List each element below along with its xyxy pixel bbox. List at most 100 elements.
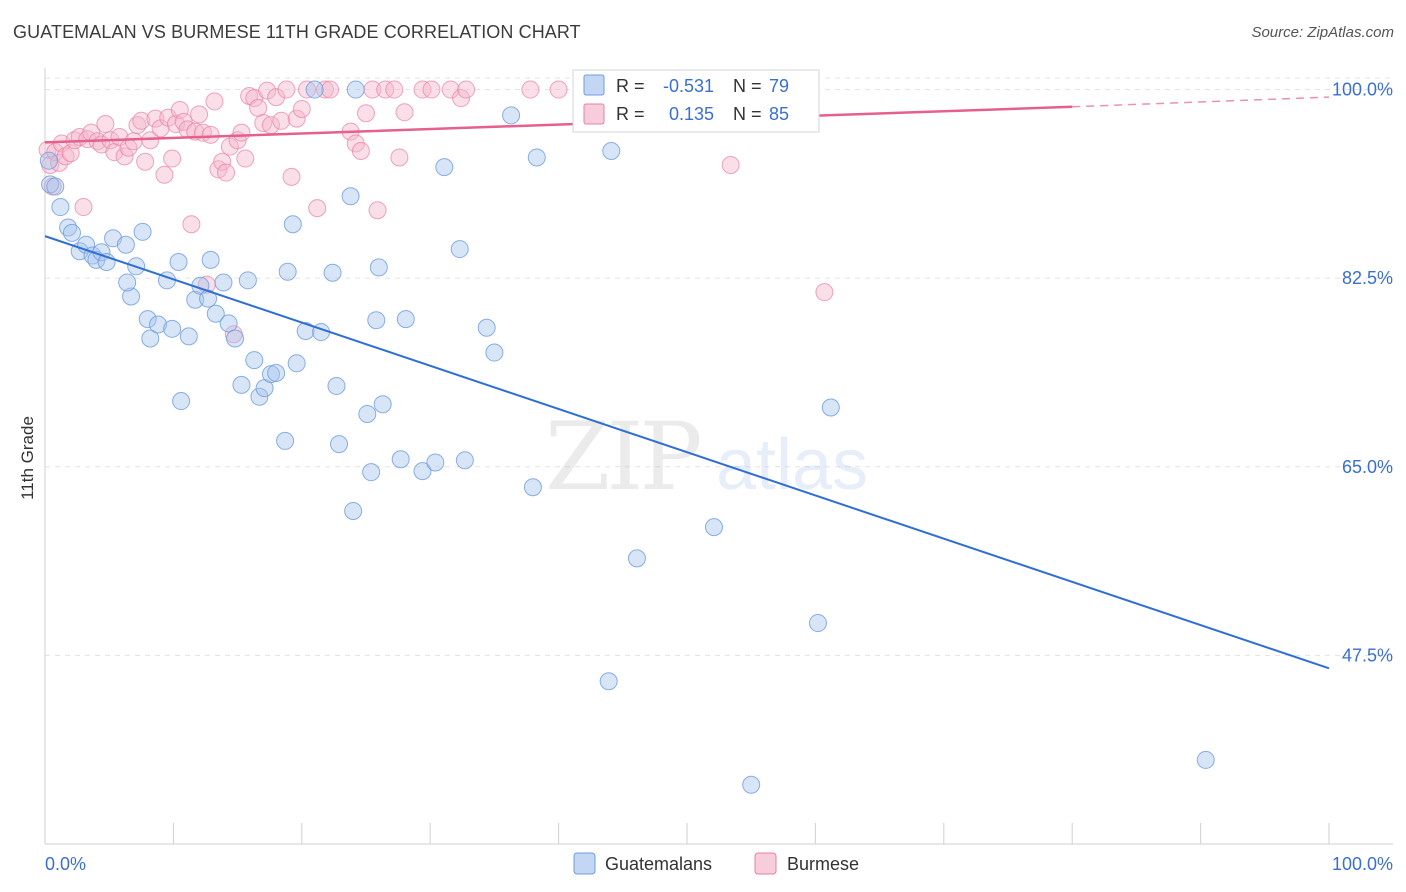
guatemalans-point [226, 329, 245, 348]
burmese-point [155, 165, 174, 184]
burmese-point [217, 163, 236, 182]
y-tick-label: 65.0% [1342, 457, 1393, 477]
guatemalans-trend-line [44, 235, 1330, 670]
burmese-point [308, 199, 327, 218]
guatemalans-point [367, 311, 386, 330]
burmese-point [297, 80, 316, 99]
burmese-point [357, 104, 375, 123]
burmese-r-label: R = [616, 104, 645, 124]
guatemalans-point [396, 310, 415, 329]
x-ticks [44, 823, 1330, 844]
guatemalans-point [283, 215, 302, 234]
burmese-r-value: 0.135 [669, 104, 714, 124]
burmese-point [815, 283, 834, 302]
burmese-point [457, 80, 476, 99]
watermark: ZIP atlas [545, 403, 868, 512]
guatemalans-point [267, 364, 286, 383]
burmese-point [282, 167, 301, 186]
burmese-trend-line [44, 105, 1073, 144]
guatemalans-point [232, 375, 251, 394]
guatemalans-point [413, 462, 432, 481]
burmese-point [170, 101, 189, 120]
guatemalans-point [138, 310, 157, 329]
guatemalans-point [373, 395, 392, 414]
burmese-point [96, 115, 115, 134]
guatemalans-point [206, 304, 225, 323]
guatemalans-point [133, 222, 152, 241]
guatemalans-point [276, 431, 295, 450]
guatemalans-point [426, 453, 445, 472]
burmese-point [368, 201, 387, 220]
burmese-point [205, 92, 224, 111]
burmese-point [452, 89, 471, 108]
series-legend: Guatemalans Burmese [573, 852, 859, 875]
burmese-point [292, 99, 311, 118]
guatemalans-point [742, 775, 761, 794]
burmese-point [115, 147, 134, 166]
y-axis-title: 11th Grade [18, 416, 37, 500]
burmese-point [213, 152, 232, 171]
legend-guatemalans-swatch [573, 852, 596, 875]
guatemalans-point [346, 80, 365, 99]
guatemalans-n-label: N = [733, 76, 762, 96]
guatemalans-point [527, 148, 546, 167]
legend-guatemalans-label: Guatemalans [605, 854, 712, 874]
guatemalans-point [323, 263, 342, 282]
guatemalans-point [296, 321, 315, 340]
axes [44, 68, 1393, 845]
trend-lines [44, 96, 1330, 670]
burmese-point [521, 80, 540, 99]
guatemalans-point [327, 376, 346, 395]
x-tick-label-max: 100.0% [1332, 854, 1393, 874]
guatemalans-points [39, 80, 1215, 794]
burmese-point [136, 152, 155, 171]
guatemalans-point [330, 435, 349, 454]
guatemalans-point [477, 318, 496, 337]
guatemalans-point [148, 315, 167, 334]
guatemalans-point [341, 187, 360, 206]
guatemalans-point [455, 451, 474, 470]
burmese-point [351, 141, 370, 160]
guatemalans-point [118, 273, 137, 292]
burmese-point [287, 109, 306, 128]
burmese-point [190, 105, 209, 124]
guatemalans-point [116, 235, 135, 254]
stats-legend-box [572, 69, 820, 133]
burmese-n-value: 85 [769, 104, 789, 124]
guatemalans-point [369, 258, 388, 277]
guatemalans-point [245, 351, 264, 370]
guatemalans-point [186, 290, 205, 309]
guatemalans-point [201, 250, 220, 269]
x-tick-label-min: 0.0% [45, 854, 86, 874]
guatemalans-point [238, 271, 257, 290]
source-label: Source: ZipAtlas.com [1251, 24, 1394, 41]
burmese-point [422, 80, 441, 99]
burmese-point [236, 149, 255, 168]
guatemalans-point [62, 223, 81, 242]
guatemalans-point [821, 398, 840, 417]
burmese-point [267, 88, 286, 107]
y-tick-labels: 100.0% 82.5% 65.0% 47.5% [1332, 80, 1393, 666]
guatemalans-point [362, 463, 381, 482]
guatemalans-point [450, 240, 469, 259]
guatemalans-point [502, 106, 521, 125]
guatemalans-r-value: -0.531 [663, 76, 714, 96]
guatemalans-point [358, 404, 377, 423]
burmese-point [321, 80, 340, 99]
burmese-point [249, 98, 268, 117]
legend-burmese-label: Burmese [787, 854, 859, 874]
burmese-point [315, 80, 334, 99]
guatemalans-point [627, 549, 646, 568]
guatemalans-point [391, 450, 410, 469]
guatemalans-point [808, 614, 827, 633]
burmese-point [232, 123, 251, 142]
guatemalans-point [214, 273, 233, 292]
guatemalans-point [250, 387, 269, 406]
burmese-point [254, 113, 273, 132]
guatemalans-point [141, 329, 160, 348]
watermark-zip: ZIP [545, 403, 699, 512]
guatemalans-point [602, 141, 621, 160]
burmese-point [395, 103, 414, 122]
guatemalans-point [287, 354, 306, 373]
